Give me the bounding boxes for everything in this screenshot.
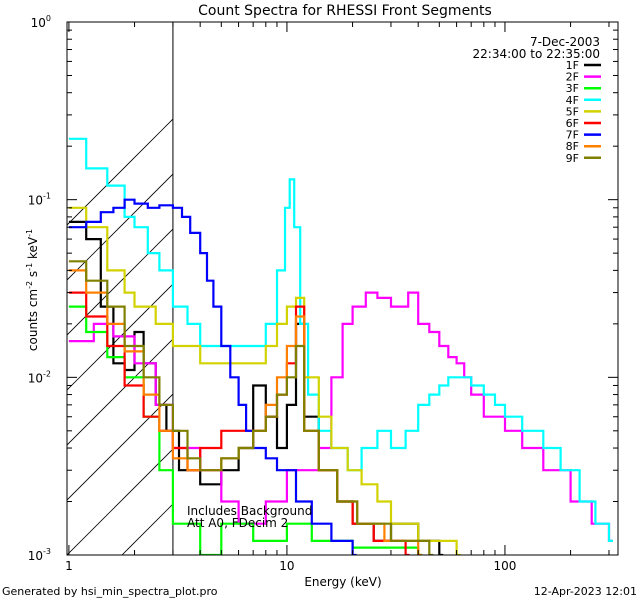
series-line-5F xyxy=(68,206,461,555)
series-layer xyxy=(68,137,613,555)
legend-label-5F: 5F xyxy=(566,105,579,118)
time-range-label: 22:34:00 to 22:35:00 xyxy=(473,47,600,61)
chart-title: Count Spectra for RHESSI Front Segments xyxy=(198,3,492,19)
hatch-line xyxy=(342,22,640,555)
hatch-line xyxy=(67,118,173,226)
hatch-line xyxy=(67,283,173,391)
hatch-line xyxy=(452,22,640,555)
legend-label-1F: 1F xyxy=(566,59,579,72)
legend-label-4F: 4F xyxy=(566,94,579,107)
legend-label-3F: 3F xyxy=(566,82,579,95)
x-axis-label: Energy (keV) xyxy=(304,575,381,589)
hatch-line xyxy=(67,338,173,446)
y-tick-label: 10-1 xyxy=(28,192,51,208)
footer-generated-by: Generated by hsi_min_spectra_plot.pro xyxy=(2,585,218,598)
x-tick-label: 10 xyxy=(279,559,294,573)
hatched-region xyxy=(67,22,640,555)
hatch-line xyxy=(67,228,173,336)
legend-label-6F: 6F xyxy=(566,117,579,130)
legend-label-7F: 7F xyxy=(566,129,579,142)
x-tick-label: 1 xyxy=(65,559,73,573)
legend-label-2F: 2F xyxy=(566,71,579,84)
series-line-7F xyxy=(68,198,357,555)
x-tick-label: 100 xyxy=(494,559,517,573)
y-tick-label: 100 xyxy=(31,14,51,30)
hatch-line xyxy=(617,22,640,555)
series-line-9F xyxy=(68,260,434,555)
annotation-attenuator: Att A0, FDecim 2 xyxy=(187,516,288,530)
y-tick-labels: 100 10-1 10-2 10-3 xyxy=(28,14,51,563)
series-line-4F xyxy=(68,137,613,542)
x-tick-labels: 1 10 100 xyxy=(65,559,516,573)
plot-frame xyxy=(66,21,619,556)
hatch-line xyxy=(397,22,640,555)
legend-label-8F: 8F xyxy=(566,140,579,153)
hatch-line xyxy=(287,22,640,555)
y-tick-label: 10-3 xyxy=(28,547,51,563)
legend-label-9F: 9F xyxy=(566,152,579,165)
y-axis-label: counts cm-2 s-1 keV-1 xyxy=(25,229,40,351)
date-label: 7-Dec-2003 xyxy=(530,35,600,49)
annotation-background: Includes Background xyxy=(187,504,312,518)
axis-ticks xyxy=(67,21,618,556)
footer-timestamp: 12-Apr-2023 12:01 xyxy=(534,585,637,598)
y-tick-label: 10-2 xyxy=(28,369,51,385)
hatch-line xyxy=(67,393,173,501)
hatch-line xyxy=(67,448,173,555)
